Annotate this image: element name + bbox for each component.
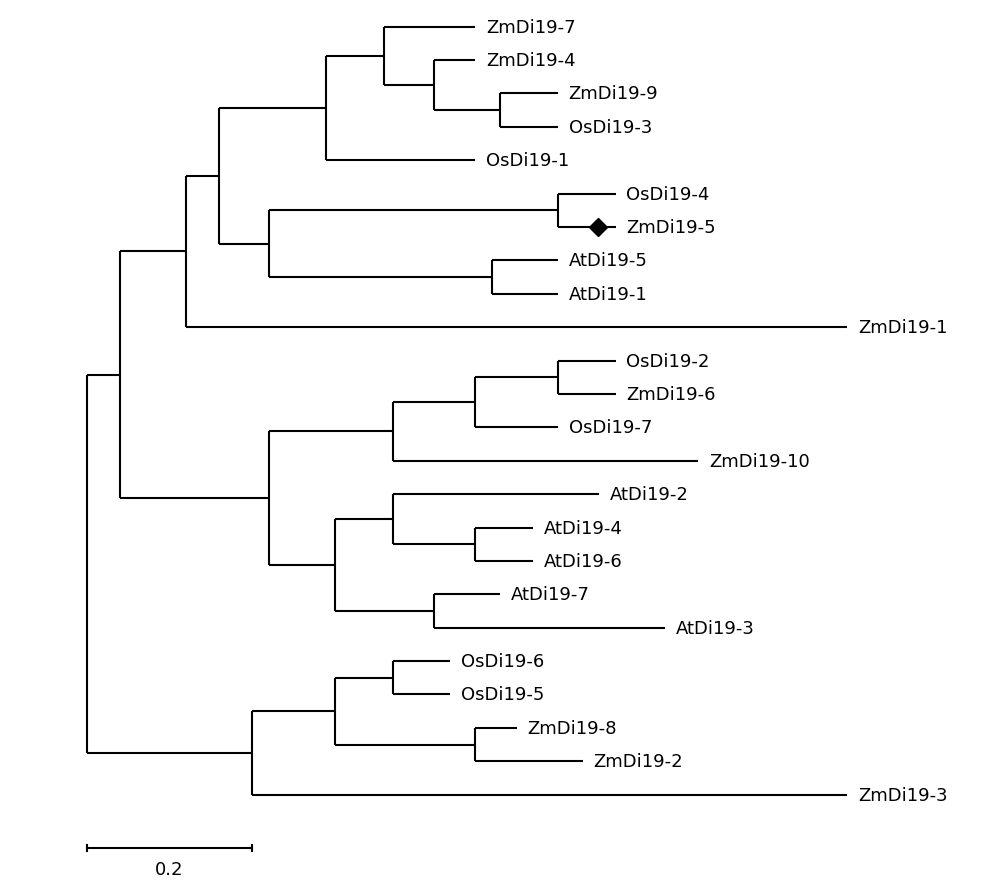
Text: OsDi19-5: OsDi19-5 — [461, 686, 545, 703]
Text: ZmDi19-2: ZmDi19-2 — [593, 752, 683, 771]
Text: ZmDi19-6: ZmDi19-6 — [626, 385, 716, 403]
Text: AtDi19-7: AtDi19-7 — [511, 586, 590, 603]
Text: AtDi19-4: AtDi19-4 — [544, 519, 623, 537]
Text: OsDi19-7: OsDi19-7 — [569, 419, 652, 437]
Text: AtDi19-1: AtDi19-1 — [569, 285, 647, 303]
Text: AtDi19-5: AtDi19-5 — [569, 252, 647, 270]
Text: OsDi19-2: OsDi19-2 — [626, 352, 710, 370]
Text: OsDi19-4: OsDi19-4 — [626, 185, 710, 203]
Text: AtDi19-2: AtDi19-2 — [610, 486, 689, 503]
Text: ZmDi19-9: ZmDi19-9 — [569, 85, 658, 104]
Text: OsDi19-1: OsDi19-1 — [486, 152, 569, 170]
Text: ZmDi19-1: ZmDi19-1 — [858, 319, 947, 337]
Text: AtDi19-3: AtDi19-3 — [676, 619, 755, 637]
Text: ZmDi19-5: ZmDi19-5 — [626, 219, 716, 237]
Text: OsDi19-3: OsDi19-3 — [569, 119, 652, 136]
Text: OsDi19-6: OsDi19-6 — [461, 652, 544, 671]
Text: 0.2: 0.2 — [155, 859, 184, 878]
Text: ZmDi19-7: ZmDi19-7 — [486, 19, 576, 36]
Text: ZmDi19-4: ZmDi19-4 — [486, 52, 576, 70]
Text: ZmDi19-3: ZmDi19-3 — [858, 786, 947, 804]
Text: AtDi19-6: AtDi19-6 — [544, 552, 623, 571]
Text: ZmDi19-10: ZmDi19-10 — [709, 452, 810, 470]
Text: ZmDi19-8: ZmDi19-8 — [527, 719, 617, 737]
